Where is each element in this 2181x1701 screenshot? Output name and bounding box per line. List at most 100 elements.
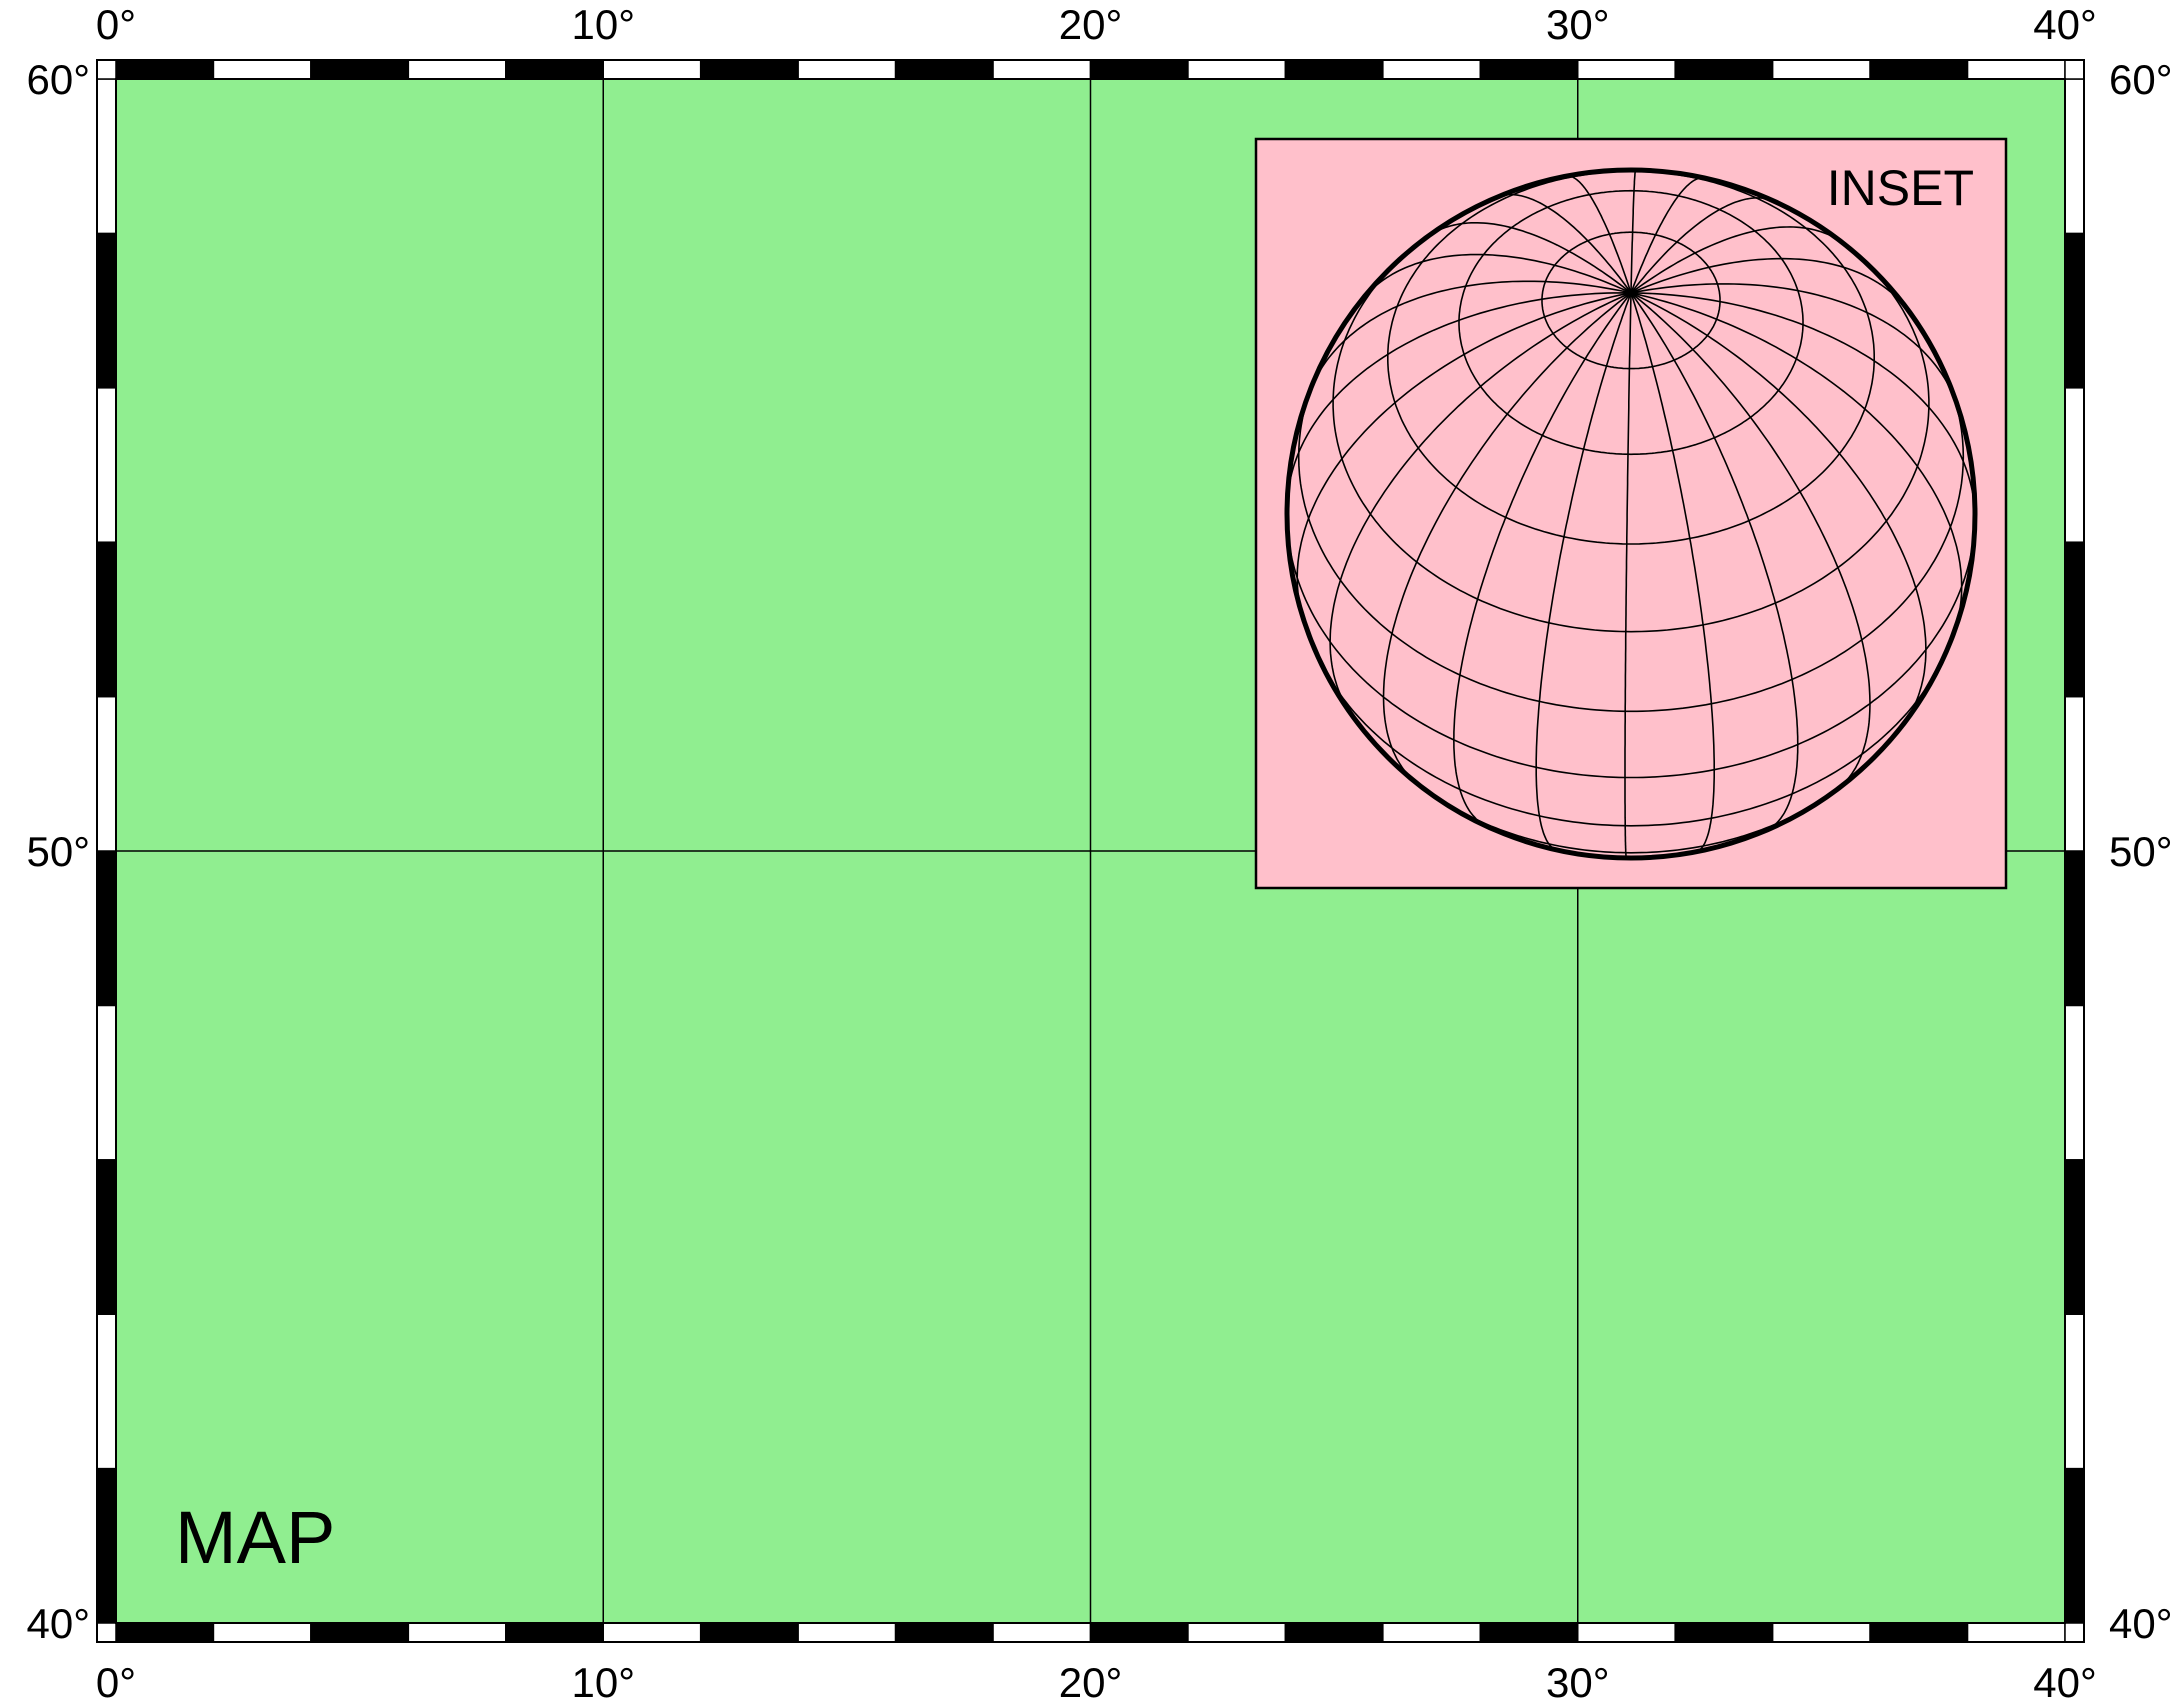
frame-segment-bottom — [1187, 1622, 1287, 1643]
inset-background — [1254, 137, 2008, 890]
frame-segment-top — [894, 59, 994, 80]
frame-segment-right — [2064, 1467, 2085, 1624]
frame-segment-top — [1966, 59, 2066, 80]
frame-outline-inner — [115, 78, 2066, 1624]
globe-meridian — [1630, 177, 1705, 294]
globe-parallel — [1286, 513, 1976, 779]
frame-corner — [96, 1622, 117, 1643]
frame-segment-bottom — [212, 1622, 312, 1643]
x-tick-label-top: 30° — [1546, 1, 1610, 48]
frame-segment-bottom — [1674, 1622, 1774, 1643]
frame-segment-left — [96, 1467, 117, 1624]
frame-segment-bottom — [310, 1622, 410, 1643]
map-tick-labels: 0° 0° 10° 10° 20° 20° 30° 30° 40° 40° 40° 40° 50° 50°… — [26, 1, 2172, 1701]
frame-segment-bottom — [1577, 1622, 1676, 1643]
frame-segment-right — [2064, 1004, 2085, 1161]
globe-meridian — [1309, 280, 1632, 391]
x-tick-label-bottom: 30° — [1546, 1659, 1610, 1701]
frame-segment-bottom — [115, 1622, 215, 1643]
frame-segment-top — [797, 59, 897, 80]
y-tick-label-left: 50° — [26, 828, 90, 875]
frame-segment-top — [115, 59, 215, 80]
globe-meridian — [1630, 292, 1927, 726]
globe-meridian — [1630, 226, 1844, 294]
map-title: MAP — [175, 1496, 335, 1579]
inset-title: INSET — [1827, 160, 1974, 216]
globe-meridian — [1286, 291, 1632, 506]
frame-segment-bottom — [1869, 1622, 1969, 1643]
frame-segment-top — [407, 59, 507, 80]
map-frame — [96, 59, 2085, 1643]
frame-segment-bottom — [407, 1622, 507, 1643]
frame-segment-top — [992, 59, 1092, 80]
globe-meridian — [1567, 175, 1632, 294]
frame-segment-top — [1187, 59, 1287, 80]
globe-meridian — [1630, 292, 1715, 853]
frame-segment-top — [1674, 59, 1774, 80]
globe-meridian — [1630, 283, 1959, 406]
frame-segment-top — [212, 59, 312, 80]
frame-segment-bottom — [992, 1622, 1092, 1643]
y-tick-label-right: 50° — [2109, 828, 2173, 875]
frame-corner — [2064, 59, 2085, 80]
frame-segment-left — [96, 1313, 117, 1470]
frame-segment-right — [2064, 387, 2085, 543]
frame-segment-right — [2064, 78, 2085, 235]
frame-segment-bottom — [1771, 1622, 1871, 1643]
frame-segment-top — [1284, 59, 1384, 80]
globe-meridian — [1360, 253, 1632, 301]
frame-segment-top — [1771, 59, 1871, 80]
inset-globe — [1284, 167, 1978, 861]
frame-segment-right — [2064, 850, 2085, 1007]
x-tick-label-top: 20° — [1059, 1, 1123, 48]
frame-segment-bottom — [505, 1622, 604, 1643]
globe-outline — [1284, 167, 1978, 861]
x-tick-label-bottom: 10° — [571, 1659, 635, 1701]
globe-parallel — [1387, 170, 1875, 545]
globe-meridian — [1329, 292, 1632, 716]
globe-meridian — [1624, 292, 1632, 859]
frame-outline-outer — [96, 59, 2085, 1643]
globe-meridian — [1452, 292, 1632, 827]
frame-segment-bottom — [602, 1622, 702, 1643]
frame-segment-top — [310, 59, 410, 80]
globe-meridian — [1630, 257, 1909, 311]
inset-panel: INSET — [1254, 137, 2008, 890]
globe-parallel — [1458, 189, 1804, 456]
globe-meridian — [1630, 292, 1871, 792]
globe-meridian — [1296, 292, 1632, 620]
x-tick-label-top: 40° — [2033, 1, 2097, 48]
x-tick-label-bottom: 0° — [96, 1659, 136, 1701]
frame-segment-top — [602, 59, 702, 80]
frame-segment-top — [1869, 59, 1969, 80]
y-tick-label-right: 60° — [2109, 56, 2173, 103]
x-tick-label-bottom: 20° — [1059, 1659, 1123, 1701]
frame-segment-right — [2064, 695, 2085, 852]
frame-segment-bottom — [1966, 1622, 2066, 1643]
frame-segment-left — [96, 1004, 117, 1161]
globe-meridian — [1630, 169, 1637, 293]
globe-parallel — [1297, 377, 1965, 713]
frame-segment-left — [96, 1159, 117, 1315]
frame-segment-top — [1089, 59, 1189, 80]
y-tick-label-right: 40° — [2109, 1600, 2173, 1647]
frame-segment-bottom — [1089, 1622, 1189, 1643]
frame-segment-top — [699, 59, 799, 80]
frame-corner — [96, 59, 117, 80]
frame-segment-bottom — [894, 1622, 994, 1643]
frame-segment-left — [96, 541, 117, 698]
globe-parallel — [1332, 247, 1930, 633]
frame-segment-top — [1382, 59, 1482, 80]
frame-segment-right — [2064, 232, 2085, 389]
frame-segment-bottom — [1479, 1622, 1579, 1643]
frame-segment-left — [96, 387, 117, 543]
y-tick-label-left: 60° — [26, 56, 90, 103]
frame-segment-left — [96, 695, 117, 852]
frame-segment-bottom — [1284, 1622, 1384, 1643]
globe-meridian — [1535, 292, 1632, 851]
frame-segment-bottom — [1382, 1622, 1482, 1643]
frame-corner — [2064, 1622, 2085, 1643]
frame-segment-left — [96, 850, 117, 1007]
y-tick-label-left: 40° — [26, 1600, 90, 1647]
